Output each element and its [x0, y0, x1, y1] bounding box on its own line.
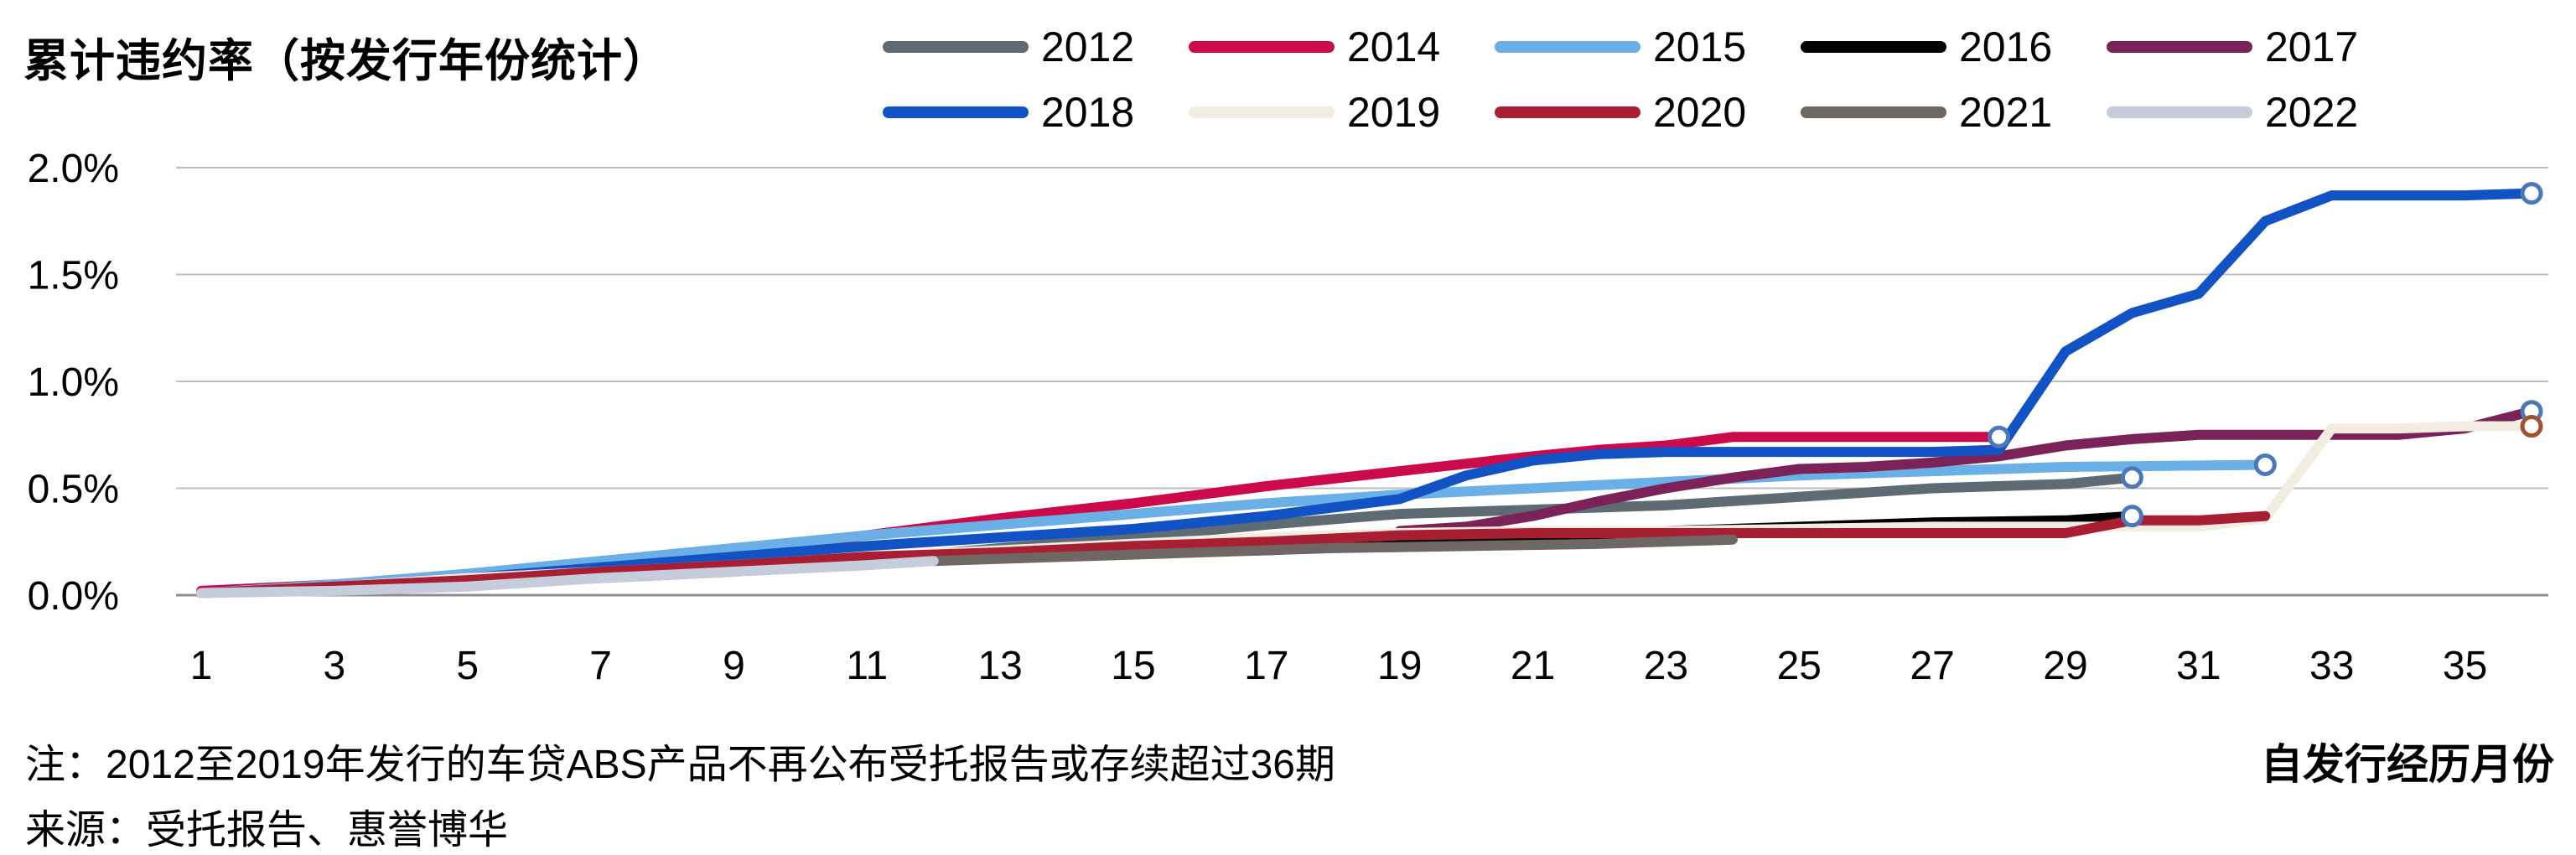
legend-item-2015: 2015 — [1495, 23, 1746, 70]
legend-item-2022: 2022 — [2107, 89, 2358, 136]
legend-label: 2021 — [1959, 89, 2052, 136]
y-tick-label: 2.0% — [28, 147, 119, 191]
legend-item-2018: 2018 — [883, 89, 1134, 136]
series-line-2022 — [196, 556, 939, 598]
y-tick-label: 0.0% — [28, 574, 119, 619]
x-tick-label: 35 — [2443, 644, 2487, 688]
footnote-note: 注：2012至2019年发行的车贷ABS产品不再公布受托报告或存续超过36期 — [25, 743, 1336, 787]
end-marker-2016 — [2120, 505, 2143, 528]
x-tick-label: 1 — [190, 644, 213, 688]
x-tick-label: 3 — [324, 644, 346, 688]
x-tick-label: 23 — [1644, 644, 1688, 688]
legend-item-2020: 2020 — [1495, 89, 1746, 136]
legend-item-2017: 2017 — [2107, 23, 2358, 70]
end-markers — [1988, 182, 2543, 528]
y-gridlines: 0.0% 0.5% 1.0% 1.5% 2.0% — [28, 147, 2548, 619]
legend-item-2021: 2021 — [1801, 89, 2052, 136]
x-tick-label: 13 — [977, 644, 1022, 688]
legend-label: 2012 — [1041, 23, 1134, 70]
legend-label: 2018 — [1041, 89, 1134, 136]
x-tick-label: 25 — [1777, 644, 1822, 688]
series-line-2020 — [196, 510, 2271, 598]
end-marker-2014 — [1988, 425, 2011, 448]
end-marker-2019 — [2520, 415, 2543, 438]
x-tick-label: 31 — [2176, 644, 2221, 688]
footnote-source: 来源：受托报告、惠誉博华 — [25, 808, 509, 852]
legend-item-2016: 2016 — [1801, 23, 2052, 70]
x-tick-label: 17 — [1244, 644, 1288, 688]
x-tick-label: 15 — [1111, 644, 1155, 688]
series-line-2015 — [196, 459, 2271, 598]
end-marker-2018 — [2520, 182, 2543, 205]
series-lines — [196, 188, 2537, 598]
x-tick-label: 7 — [589, 644, 612, 688]
legend-label: 2019 — [1347, 89, 1440, 136]
x-tick-label: 11 — [846, 644, 888, 688]
legend-item-2012: 2012 — [883, 23, 1134, 70]
x-tick-label: 9 — [723, 644, 745, 688]
legend-label: 2015 — [1653, 23, 1746, 70]
x-tick-label: 19 — [1377, 644, 1422, 688]
series-line-2021 — [928, 534, 1738, 567]
x-axis-label: 自发行经历月份 — [2261, 741, 2554, 788]
y-tick-label: 1.5% — [28, 254, 119, 298]
legend-label: 2020 — [1653, 89, 1746, 136]
legend-label: 2022 — [2265, 89, 2358, 136]
legend: 2012 2014 2015 2016 2017 2018 2019 2020 2021 2022 — [883, 23, 2358, 136]
x-tick-label: 5 — [456, 644, 479, 688]
legend-label: 2014 — [1347, 23, 1440, 70]
legend-item-2019: 2019 — [1189, 89, 1440, 136]
legend-item-2014: 2014 — [1189, 23, 1440, 70]
x-ticks: 1 3 5 7 9 11 13 15 17 19 21 23 25 27 29 31 33 35 — [190, 644, 2488, 688]
x-tick-label: 27 — [1910, 644, 1954, 688]
series-line-2017 — [1394, 406, 2537, 536]
legend-label: 2017 — [2265, 23, 2358, 70]
chart-title: 累计违约率（按发行年份统计） — [23, 36, 669, 86]
end-marker-2012 — [2120, 466, 2143, 490]
legend-label: 2016 — [1959, 23, 2052, 70]
y-tick-label: 0.5% — [28, 468, 119, 512]
x-tick-label: 29 — [2043, 644, 2087, 688]
y-tick-label: 1.0% — [28, 360, 119, 405]
x-tick-label: 21 — [1511, 644, 1555, 688]
x-tick-label: 33 — [2309, 644, 2354, 688]
series-line-2018 — [196, 188, 2537, 598]
end-marker-2015 — [2253, 453, 2277, 476]
